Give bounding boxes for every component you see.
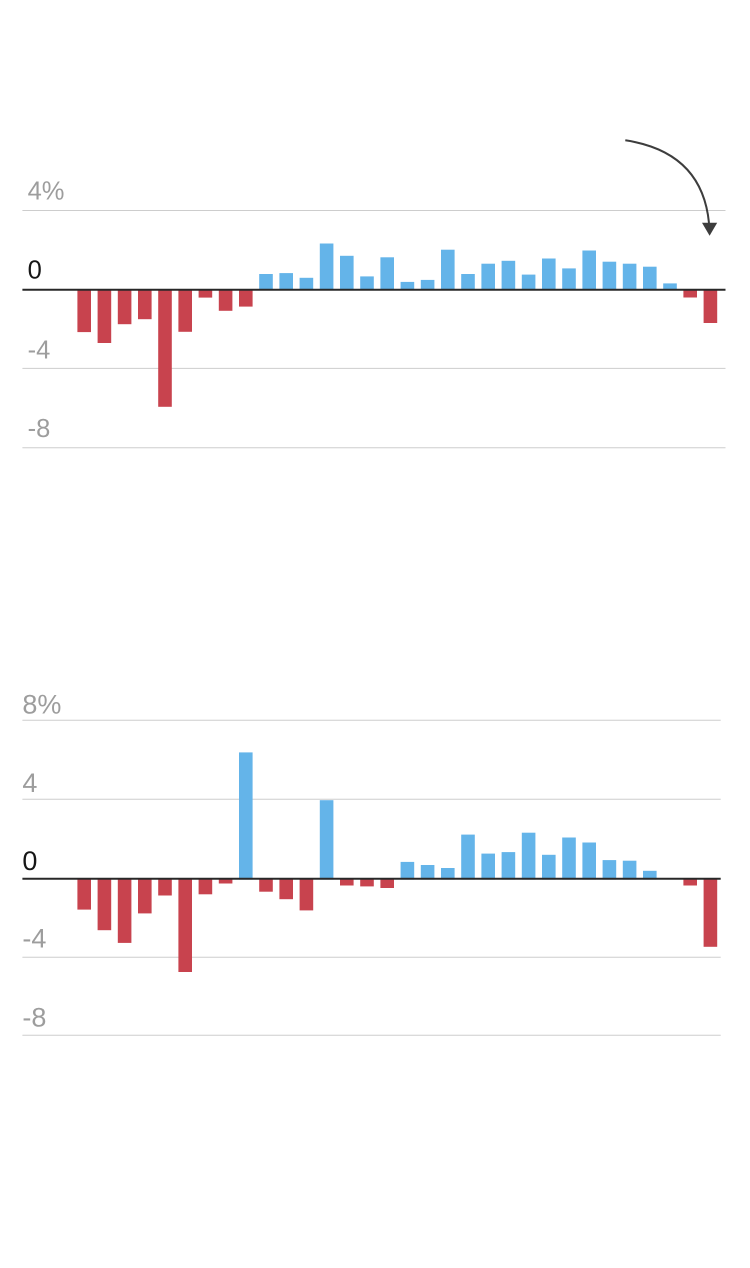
svg-text:4: 4 — [22, 768, 37, 798]
svg-text:8%: 8% — [22, 690, 61, 720]
svg-text:4%: 4% — [28, 177, 65, 205]
svg-text:0: 0 — [22, 846, 37, 876]
svg-text:-8: -8 — [28, 415, 51, 443]
svg-text:-4: -4 — [28, 337, 51, 365]
svg-text:-4: -4 — [22, 923, 46, 953]
svg-text:-8: -8 — [22, 1003, 46, 1033]
svg-text:0: 0 — [28, 256, 42, 284]
